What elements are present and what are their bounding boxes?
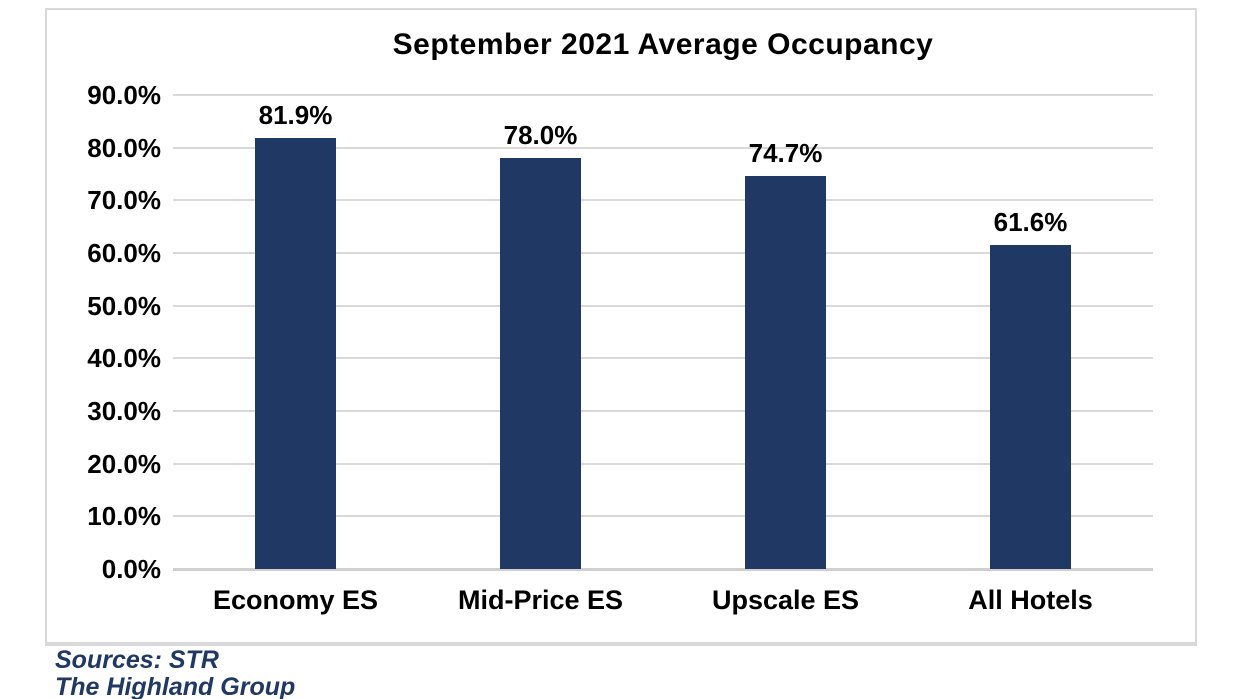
source-line-1: Sources: STR [55,646,219,674]
x-category-label: Mid-Price ES [457,585,624,615]
bar-value-label: 78.0% [503,120,578,151]
gridline [173,252,1153,254]
y-tick-label: 70.0% [87,185,161,216]
bar [745,175,826,569]
sources-note: Sources: STR The Highland Group [55,647,295,699]
bar [500,158,581,569]
y-tick-label: 0.0% [101,554,161,584]
bar-value-label: 74.7% [748,137,823,168]
y-tick-label: 50.0% [87,290,161,321]
y-tick-label: 80.0% [87,132,161,163]
y-tick-label: 30.0% [87,396,161,426]
y-tick-label: 10.0% [87,501,161,532]
chart-frame: September 2021 Average Occupancy 0.0% 10.… [45,8,1197,646]
y-tick-label: 20.0% [87,448,161,479]
source-line-2: The Highland Group [55,673,296,699]
y-tick-label: 40.0% [87,343,161,374]
chart-title: September 2021 Average Occupancy [392,28,934,61]
y-tick-label: 60.0% [87,238,161,268]
x-category-label: All Hotels [968,585,1093,615]
gridline [173,515,1153,518]
gridline [173,94,1153,96]
x-category-label: Economy ES [212,585,379,615]
gridline [173,357,1153,360]
gridline [173,462,1153,465]
bar-value-label: 61.6% [993,206,1068,237]
bar-value-label: 81.9% [258,99,333,130]
x-category-label: Upscale ES [711,585,860,615]
gridline [173,146,1153,149]
gridline [173,568,1153,571]
bar [990,244,1071,569]
gridline [173,410,1153,412]
gridline [173,199,1153,202]
gridline [173,304,1153,307]
bar [255,137,336,569]
y-tick-label: 90.0% [87,80,161,110]
